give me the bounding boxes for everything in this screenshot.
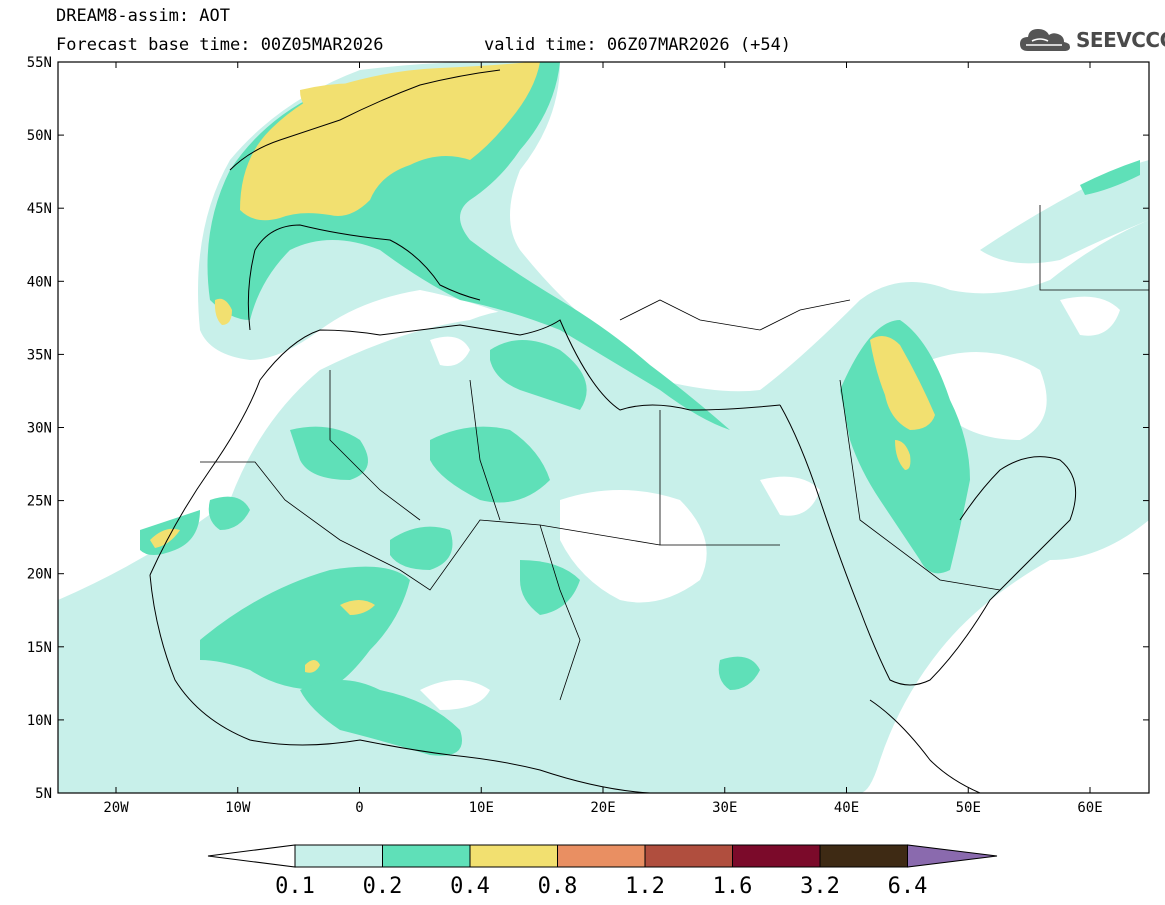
colorbar-segment bbox=[382, 844, 471, 868]
colorbar-over-arrow bbox=[907, 844, 998, 868]
colorbar-level-label: 0.2 bbox=[363, 874, 403, 899]
lon-tick-label: 0 bbox=[355, 800, 363, 816]
logo-text: SEEVCCC bbox=[1076, 28, 1165, 52]
borders bbox=[200, 205, 1149, 701]
colorbar-segment bbox=[732, 844, 821, 868]
lon-tick-label: 10W bbox=[225, 800, 251, 816]
seevccc-logo: SEEVCCC bbox=[1018, 22, 1165, 58]
colorbar-segment bbox=[557, 844, 646, 868]
lat-tick-label: 45N bbox=[27, 201, 52, 217]
lon-tick-label: 40E bbox=[834, 800, 859, 816]
lat-tick-label: 55N bbox=[27, 55, 52, 71]
lat-tick-label: 25N bbox=[27, 494, 52, 510]
lat-tick-label: 35N bbox=[27, 347, 52, 363]
aot-holes bbox=[420, 296, 1120, 710]
longitude-axis: 20W 10W 0 10E 20E 30E 40E 50E 60E bbox=[103, 62, 1103, 816]
lon-tick-label: 20E bbox=[590, 800, 615, 816]
colorbar-level-label: 6.4 bbox=[888, 874, 928, 899]
colorbar: 0.1 0.2 0.4 0.8 1.2 1.6 3.2 6.4 bbox=[207, 844, 998, 899]
colorbar-level-label: 0.1 bbox=[275, 874, 315, 899]
lat-tick-label: 10N bbox=[27, 713, 52, 729]
colorbar-level-label: 0.8 bbox=[538, 874, 578, 899]
colorbar-segment bbox=[644, 844, 733, 868]
lat-tick-label: 40N bbox=[27, 274, 52, 290]
colorbar-segment bbox=[294, 844, 383, 868]
colorbar-level-label: 3.2 bbox=[800, 874, 840, 899]
colorbar-segment bbox=[819, 844, 908, 868]
colorbar-level-label: 1.2 bbox=[625, 874, 665, 899]
colorbar-under-arrow bbox=[207, 844, 296, 868]
lon-tick-label: 20W bbox=[103, 800, 129, 816]
forecast-base-time: Forecast base time: 00Z05MAR2026 bbox=[56, 35, 384, 55]
latitude-axis: 55N 50N 45N 40N 35N 30N 25N 20N 15N 10N 5N bbox=[27, 55, 1149, 802]
colorbar-level-label: 0.4 bbox=[450, 874, 490, 899]
lat-tick-label: 15N bbox=[27, 640, 52, 656]
lon-tick-label: 10E bbox=[469, 800, 494, 816]
lon-tick-label: 50E bbox=[956, 800, 981, 816]
lat-tick-label: 30N bbox=[27, 421, 52, 437]
lat-tick-label: 20N bbox=[27, 567, 52, 583]
map-title: DREAM8-assim: AOT bbox=[56, 6, 230, 26]
lon-tick-label: 30E bbox=[712, 800, 737, 816]
lat-tick-label: 5N bbox=[35, 786, 52, 802]
coastlines bbox=[149, 69, 1077, 793]
lon-tick-label: 60E bbox=[1077, 800, 1102, 816]
colorbar-segment bbox=[469, 844, 558, 868]
valid-time: valid time: 06Z07MAR2026 (+54) bbox=[484, 35, 792, 55]
lat-tick-label: 50N bbox=[27, 128, 52, 144]
aot-band-0.4 bbox=[150, 62, 935, 673]
colorbar-level-label: 1.6 bbox=[713, 874, 753, 899]
cloud-icon bbox=[1020, 29, 1070, 51]
